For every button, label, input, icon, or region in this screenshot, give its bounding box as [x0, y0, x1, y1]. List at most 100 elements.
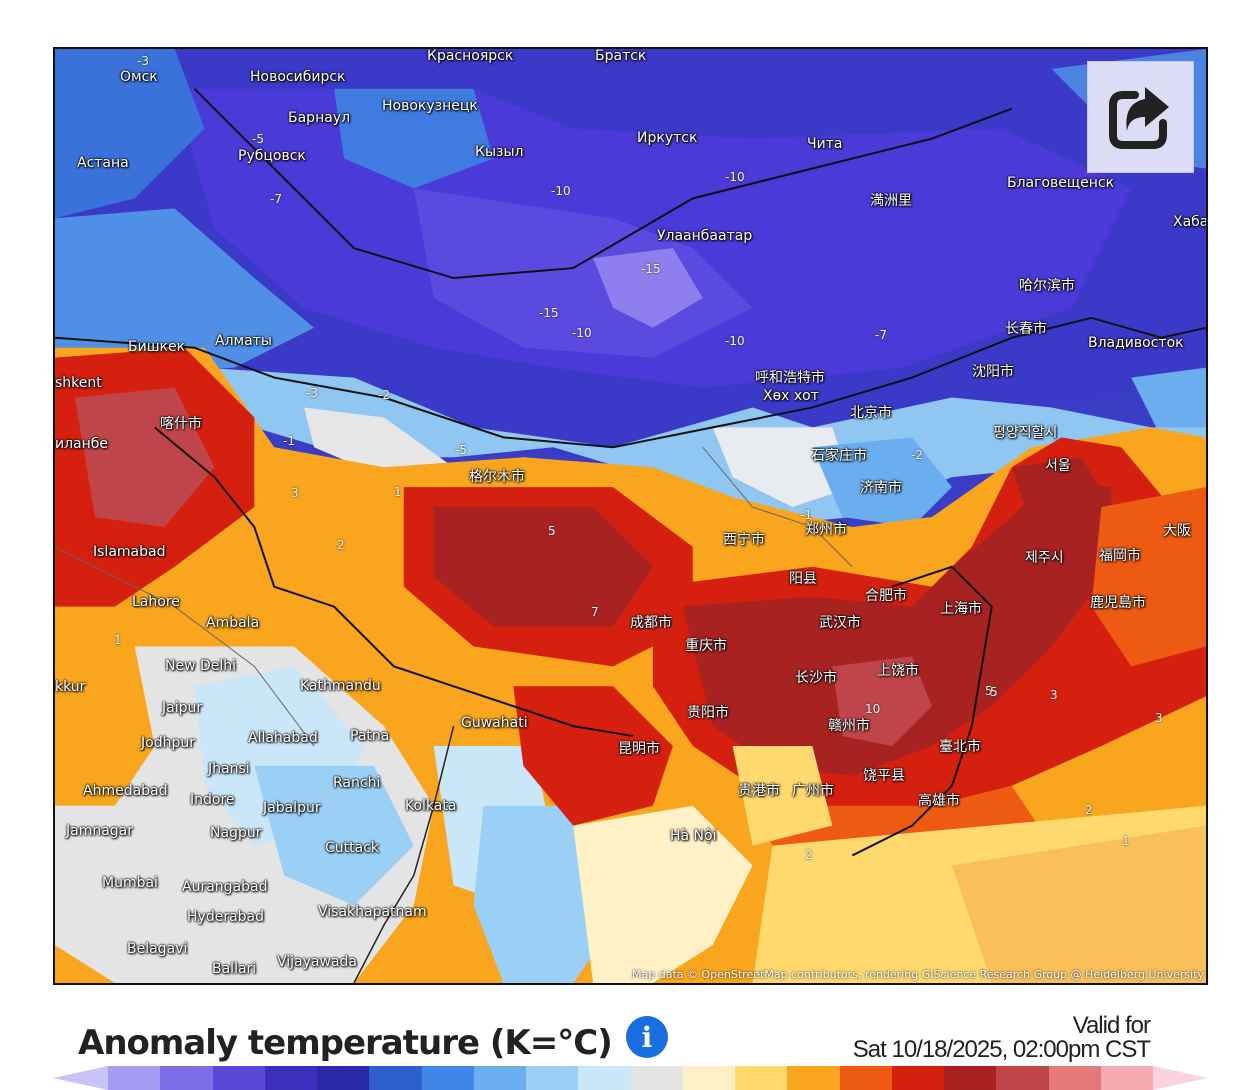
- place-label: Иркутск: [637, 130, 698, 146]
- valid-for: Valid for Sat 10/18/2025, 02:00pm CST: [853, 1012, 1151, 1062]
- colorbar-swatch: [682, 1066, 735, 1090]
- colorbar-min-arrow: [53, 1066, 108, 1090]
- colorbar-swatches: [108, 1066, 1153, 1090]
- isoline-label: 7: [591, 605, 599, 619]
- place-label: Бишкек: [128, 339, 186, 355]
- isoline-label: -5: [455, 443, 467, 457]
- place-label: 上海市: [940, 601, 982, 617]
- isoline-label: 3: [291, 486, 299, 500]
- weather-map[interactable]: Омск Новосибирск Красноярск Братск Барна…: [53, 47, 1208, 985]
- place-label: Guwahati: [461, 715, 528, 731]
- valid-for-label: Valid for: [1072, 1012, 1151, 1039]
- isoline-label: 1: [394, 485, 402, 499]
- colorbar-swatch: [891, 1066, 944, 1090]
- place-label: kkur: [55, 679, 86, 695]
- place-label: 沈阳市: [972, 364, 1014, 380]
- place-label: Барнаул: [288, 110, 351, 126]
- place-label: 서울: [1045, 458, 1071, 474]
- colorbar-swatch: [421, 1066, 474, 1090]
- share-button[interactable]: [1087, 61, 1194, 173]
- isoline-label: 1: [1122, 834, 1130, 848]
- colorbar-swatch: [264, 1066, 317, 1090]
- place-label: 大阪: [1163, 523, 1191, 539]
- place-label: 重庆市: [685, 638, 727, 654]
- place-label: Ranchi: [333, 775, 381, 791]
- isoline-label: -10: [725, 334, 745, 348]
- info-icon[interactable]: i: [626, 1016, 668, 1058]
- isoline-label: 10: [865, 702, 881, 716]
- place-label: Visakhapatnam: [318, 904, 427, 920]
- place-label: 臺北市: [939, 739, 981, 755]
- isoline-label: -10: [725, 170, 745, 184]
- place-label: shkent: [55, 375, 102, 391]
- place-label: Jodhpur: [141, 735, 195, 751]
- place-label: Hà Nội: [670, 828, 717, 844]
- place-label: 广州市: [792, 783, 834, 799]
- place-label: Allahabad: [248, 730, 318, 746]
- place-label: 昆明市: [618, 741, 660, 757]
- place-label: Jaipur: [162, 700, 203, 716]
- place-label: Mumbai: [102, 875, 158, 891]
- isoline-label: 5: [990, 685, 998, 699]
- place-label: Nagpur: [210, 825, 262, 841]
- place-label: 阳县: [789, 571, 817, 587]
- place-label: Jabalpur: [263, 800, 321, 816]
- isoline-label: 3: [1050, 688, 1058, 702]
- isoline-label: 1: [114, 633, 122, 647]
- isoline-label: 2: [805, 848, 813, 862]
- place-label: иланбе: [55, 436, 109, 452]
- place-label: Владивосток: [1088, 335, 1184, 351]
- colorbar-swatch: [317, 1066, 370, 1090]
- place-label: Belagavi: [127, 941, 188, 957]
- place-label: 呼和浩特市: [755, 370, 825, 386]
- isoline-label: -2: [911, 448, 923, 462]
- isoline-label: 2: [1085, 803, 1093, 817]
- place-label: Lahore: [132, 594, 180, 610]
- colorbar-swatch: [787, 1066, 840, 1090]
- colorbar-swatch: [369, 1066, 422, 1090]
- place-label: Jamnagar: [66, 823, 134, 839]
- place-label: 饶平县: [863, 768, 905, 784]
- place-label: Kolkata: [405, 798, 457, 814]
- place-label: Хөх хот: [763, 388, 819, 404]
- place-label: 成都市: [630, 615, 672, 631]
- isoline-label: -7: [270, 192, 282, 206]
- place-label: Рубцовск: [238, 148, 306, 164]
- place-label: 高雄市: [918, 793, 960, 809]
- isoline-label: -15: [539, 306, 559, 320]
- place-label: 평양직할시: [993, 425, 1058, 441]
- place-label: Красноярск: [427, 48, 514, 64]
- colorbar-swatch: [735, 1066, 788, 1090]
- place-label: Patna: [350, 728, 390, 744]
- place-label: 贵阳市: [687, 705, 729, 721]
- isoline-label: -1: [283, 434, 295, 448]
- place-label: 武汉市: [819, 615, 861, 631]
- isoline-label: -7: [875, 328, 887, 342]
- colorbar-swatch: [944, 1066, 997, 1090]
- place-label: 西宁市: [723, 532, 765, 548]
- place-label: Омск: [120, 69, 158, 85]
- colorbar-swatch: [630, 1066, 683, 1090]
- place-label: 长沙市: [795, 670, 837, 686]
- place-label: Кызыл: [475, 144, 524, 160]
- isoline-label: -15: [641, 262, 661, 276]
- colorbar-max-arrow: [1153, 1066, 1208, 1090]
- place-label: Vijayawada: [277, 954, 357, 970]
- place-label: Алматы: [215, 333, 272, 349]
- place-label: Новокузнецк: [382, 98, 478, 114]
- place-label: Indore: [190, 792, 235, 808]
- map-attribution: Map data © OpenStreetMap contributors, r…: [632, 968, 1204, 981]
- place-label: Kathmandu: [300, 678, 381, 694]
- colorbar-swatch: [160, 1066, 213, 1090]
- colorbar-swatch: [1100, 1066, 1153, 1090]
- place-label: Новосибирск: [250, 69, 346, 85]
- place-label: Чита: [807, 136, 843, 152]
- isoline-label: -2: [378, 388, 390, 402]
- place-label: Aurangabad: [182, 879, 268, 895]
- place-label: 喀什市: [160, 416, 202, 432]
- colorbar-swatch: [108, 1066, 161, 1090]
- place-label: Ambala: [206, 615, 260, 631]
- place-label: 満洲里: [870, 193, 912, 209]
- isoline-label: 3: [1155, 711, 1163, 725]
- place-label: 赣州市: [828, 718, 870, 734]
